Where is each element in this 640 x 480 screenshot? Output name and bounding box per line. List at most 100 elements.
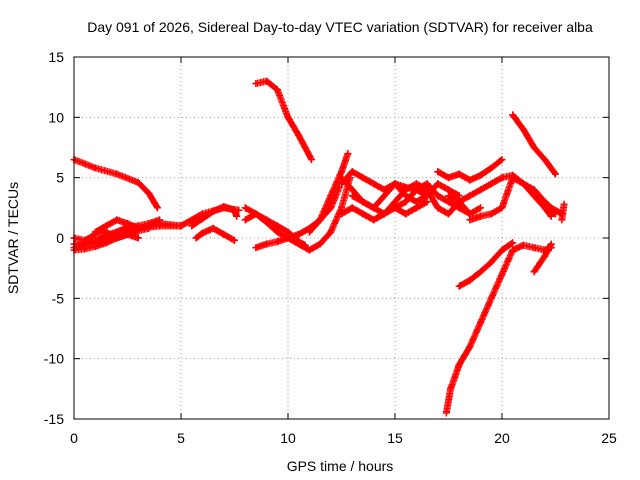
data-point [466,192,474,200]
data-point [466,276,474,284]
data-point [263,77,271,85]
data-point [134,178,142,186]
y-tick-label: -15 [44,411,64,427]
data-point [402,210,410,218]
plot-frame [73,56,610,420]
series-track-14 [305,150,352,236]
data-point [273,86,281,94]
data-point [338,168,345,176]
chart-title: Day 091 of 2026, Sidereal Day-to-day VTE… [87,19,593,35]
data-point [156,220,164,228]
data-point [434,192,442,200]
data-point [477,171,485,179]
data-point [541,156,549,164]
data-point [192,234,200,242]
data-point [445,192,452,200]
data-point [338,174,345,182]
y-tick-label: 15 [48,49,64,65]
data-point [316,216,324,224]
series-track-25 [455,239,517,290]
data-point [348,204,356,212]
data-point [220,203,228,211]
data-point [477,212,485,220]
data-point [284,113,292,121]
data-point [391,198,399,206]
data-point [391,204,399,212]
data-point [434,204,442,212]
y-tick-label: 10 [48,109,64,125]
data-point [442,409,450,417]
data-point [359,210,367,218]
data-point [455,282,463,290]
y-axis-label: SDTVAR / TECUs [5,182,21,294]
data-point [81,236,89,244]
data-point [455,170,463,178]
data-point [498,156,506,164]
data-point [252,210,260,218]
data-point [91,164,99,172]
data-point [231,236,238,244]
data-point [273,238,281,246]
data-point [547,204,555,212]
y-tick-label: 0 [56,230,64,246]
x-tick-label: 25 [601,430,617,446]
data-point [455,198,463,206]
x-tick-label: 15 [387,430,403,446]
data-point [487,258,495,266]
tick-labels: 0 5 10 15 20 25 15 10 5 0 -5 -10 -15 [44,49,617,446]
data-point [338,204,345,212]
data-point [177,222,185,230]
data-point [348,186,356,194]
data-point [412,204,420,212]
data-point [134,234,142,242]
series-track-2 [252,77,316,164]
y-tick-label: 5 [56,170,64,186]
data-point [308,156,316,164]
data-point [327,192,335,200]
data-point [530,244,538,252]
series-track-24 [442,241,555,417]
data-point [231,206,238,214]
data-point [209,207,217,215]
data-point [530,268,538,276]
data-point [344,150,352,158]
data-point [447,385,455,393]
data-point [295,240,303,248]
data-point [487,164,495,172]
data-point [348,192,356,200]
data-point [509,174,517,182]
data-point [113,170,121,178]
data-point [134,224,142,232]
series-track-23 [509,111,559,178]
data-point [434,168,442,176]
series-track-9 [192,224,238,244]
data-point [519,125,527,133]
y-tick-label: -10 [44,351,64,367]
data-point [402,198,410,206]
data-point [477,204,485,212]
data-point [113,228,121,236]
data-point [145,222,153,230]
data-point [252,244,260,252]
data-point [263,240,271,248]
data-point [295,131,303,139]
data-point [188,222,196,230]
data-point [102,228,110,236]
data-point [380,210,388,218]
data-point [370,204,378,212]
data-point [498,270,506,278]
data-point [233,212,241,220]
data-point [466,176,474,184]
data-point [541,198,549,206]
data-point [477,186,485,194]
data-point [327,204,335,212]
data-points [70,77,568,417]
data-point [412,198,420,206]
data-point [220,230,228,238]
data-point [455,192,463,200]
data-point [295,230,303,238]
data-point [498,174,506,182]
data-point [153,204,161,212]
data-point [338,210,345,218]
data-point [498,204,506,212]
